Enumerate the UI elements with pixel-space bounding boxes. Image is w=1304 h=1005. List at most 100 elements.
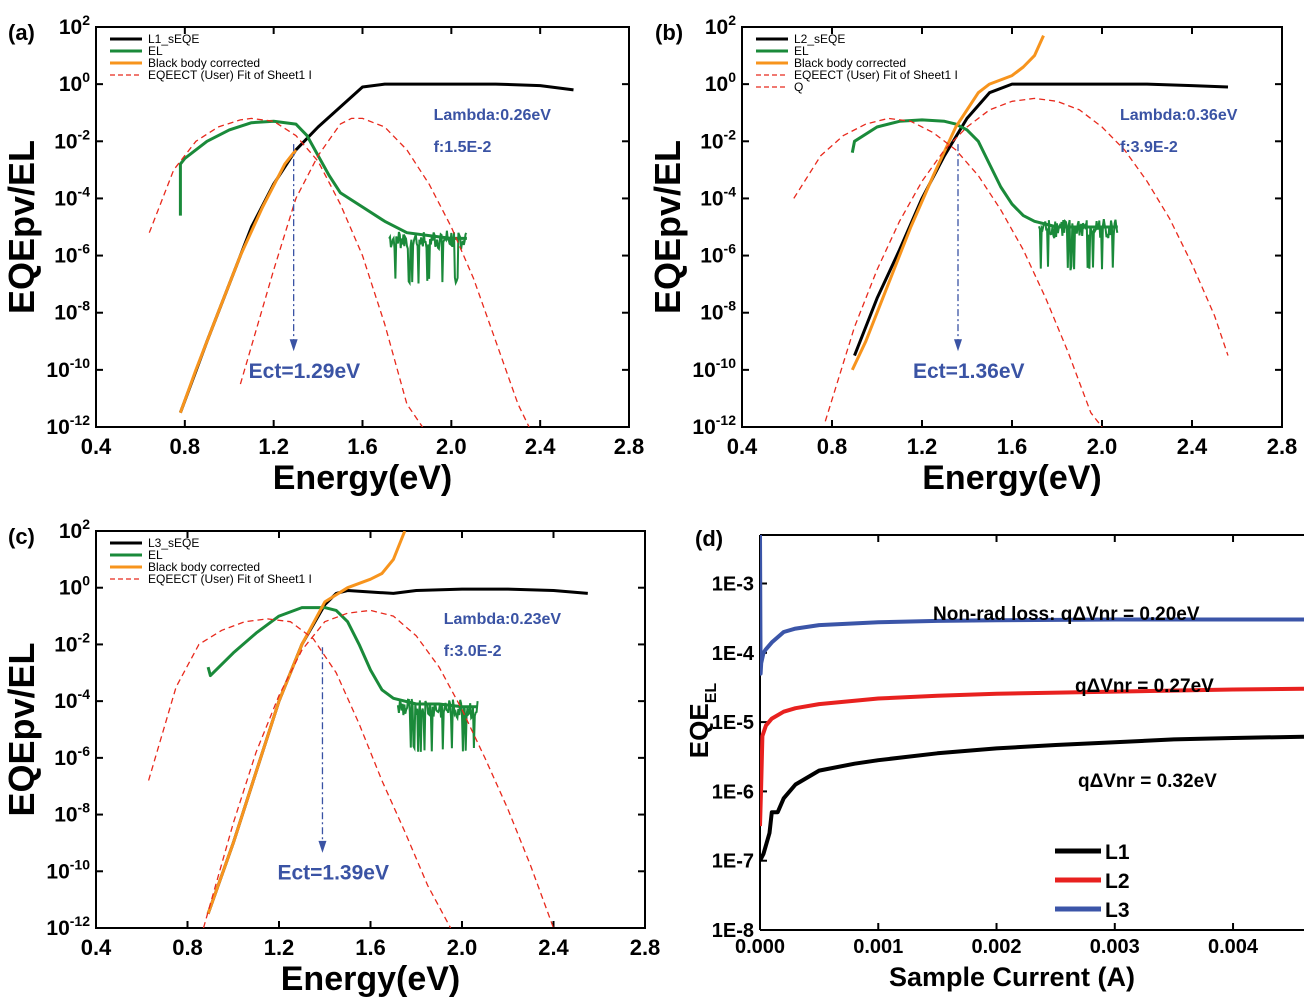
- y-tick-label: 10-2: [54, 629, 90, 656]
- ect-arrow-head: [318, 840, 327, 853]
- legend-label: L2_sEQE: [794, 32, 845, 46]
- y-tick-label: 1E-4: [712, 643, 755, 665]
- x-tick-label: 2.4: [1177, 434, 1208, 459]
- y-axis-label: EQEpv/EL: [1, 642, 42, 816]
- legend-label: L1: [1105, 841, 1130, 864]
- y-tick-label: 10-2: [54, 126, 90, 153]
- y-tick-label: 10-8: [700, 298, 736, 325]
- y-tick-label: 1E-3: [712, 574, 754, 596]
- y-tick-label: 10-12: [692, 412, 736, 439]
- series-group: [793, 34, 1229, 427]
- series-line-eqeect-user-fit-of-sheet1-i: [147, 618, 452, 928]
- y-tick-label: 10-10: [46, 856, 90, 883]
- y-tick-label: 100: [705, 69, 736, 96]
- y-tick-label: 10-8: [54, 298, 90, 325]
- series-line-el: [850, 118, 1118, 229]
- x-tick-label: 2.4: [525, 434, 556, 459]
- lambda-annotation: Lambda:0.23eV: [444, 611, 562, 628]
- f-annotation: f:1.5E-2: [434, 139, 492, 156]
- x-axis-label: Energy(eV): [922, 459, 1102, 497]
- legend-label: Black body corrected: [148, 560, 260, 574]
- x-tick-label: 2.8: [1267, 434, 1298, 459]
- y-tick-label: 10-10: [692, 355, 736, 382]
- x-axis-label: Energy(eV): [273, 459, 453, 497]
- y-tick-label: 10-6: [54, 743, 90, 770]
- series-line-black-body-corrected: [206, 531, 407, 915]
- panel-label: (a): [8, 20, 35, 45]
- legend-label: EL: [148, 548, 163, 562]
- ect-annotation: Ect=1.29eV: [249, 360, 361, 383]
- x-axis-label: Sample Current (A): [889, 962, 1135, 992]
- ect-arrow-head: [954, 339, 962, 352]
- legend-label: L1_sEQE: [148, 32, 199, 46]
- y-tick-label: 10-12: [46, 412, 90, 439]
- series-line-l1-seqe: [178, 82, 574, 414]
- series-line-eqeect-user-fit-of-sheet1-i: [202, 609, 555, 928]
- x-tick-label: 0.8: [170, 434, 201, 459]
- el-noise: [1038, 218, 1119, 271]
- y-tick-label: 1E-5: [712, 712, 754, 734]
- y-tick-label: 1E-8: [712, 920, 754, 942]
- x-tick-label: 0.4: [727, 434, 758, 459]
- y-tick-label: 10-10: [46, 355, 90, 382]
- x-tick-label: 1.6: [997, 434, 1028, 459]
- series-line-l2: [760, 686, 1304, 827]
- series-group: [147, 531, 588, 928]
- series-line-black-body-corrected: [850, 34, 1045, 371]
- x-tick-label: 1.2: [264, 935, 295, 960]
- legend-label: EL: [148, 44, 163, 58]
- panel-c: 0.4 0.8 1.2 1.6 2.0 2.4 2.8 102 100 10-2 10-4 10-6 1…: [1, 516, 660, 998]
- y-axis-label: EQEpv/EL: [1, 140, 42, 314]
- y-tick-label: 100: [59, 573, 90, 600]
- x-tick-label: 0.8: [172, 935, 203, 960]
- x-tick-label: 0.8: [817, 434, 848, 459]
- y-tick-label: 100: [59, 69, 90, 96]
- y-tick-label: 10-4: [54, 183, 90, 210]
- y-tick-label: 10-6: [700, 241, 736, 268]
- x-tick-label: 1.6: [347, 434, 378, 459]
- series-line-el: [178, 119, 467, 240]
- x-tick-label: 0.003: [1090, 936, 1140, 958]
- legend-label: EQEECT (User) Fit of Sheet1 I: [148, 68, 312, 82]
- y-tick-label: 102: [705, 12, 736, 39]
- y-tick-label: 10-2: [700, 126, 736, 153]
- series-line-eqeect-user-fit-of-sheet1-i: [793, 117, 1103, 427]
- series-line-eqeect-user-fit-of-sheet1-i: [148, 117, 424, 427]
- y-tick-label: 1E-6: [712, 781, 754, 803]
- panel-a: 0.4 0.8 1.2 1.6 2.0 2.4 2.8 102 100 10-2 10-4 10-6 1…: [1, 12, 644, 497]
- y-tick-label: 10-12: [46, 913, 90, 940]
- y-tick-label: 10-4: [54, 686, 90, 713]
- legend-label: EQEECT (User) Fit of Sheet1 I: [794, 68, 958, 82]
- y-tick-label: 1E-7: [712, 851, 754, 873]
- x-tick-label: 0.001: [853, 936, 903, 958]
- lambda-annotation: Lambda:0.36eV: [1120, 107, 1238, 124]
- x-axis-label: Energy(eV): [281, 960, 461, 998]
- panel-label: (b): [655, 20, 683, 45]
- legend-label: EQEECT (User) Fit of Sheet1 I: [148, 572, 312, 586]
- qdvnr-l2-annotation: qΔVnr = 0.27eV: [1075, 676, 1214, 697]
- legend-label: L2: [1105, 870, 1130, 893]
- legend-label: L3: [1105, 899, 1130, 922]
- panel-b: 0.4 0.8 1.2 1.6 2.0 2.4 2.8 102 100 10-2 10-4 10-6 1…: [647, 12, 1297, 497]
- series-line-l2-seqe: [853, 82, 1229, 357]
- y-tick-label: 10-6: [54, 241, 90, 268]
- x-tick-label: 2.8: [614, 434, 645, 459]
- legend-label: Black body corrected: [794, 56, 906, 70]
- x-tick-label: 2.0: [447, 935, 478, 960]
- x-tick-label: 0.004: [1208, 936, 1259, 958]
- panel-label: (d): [695, 526, 723, 551]
- y-tick-label: 10-8: [54, 800, 90, 827]
- legend-label: Q: [794, 80, 803, 94]
- y-axis-label: EQEpv/EL: [647, 140, 688, 314]
- series-line-q: [824, 97, 1229, 422]
- series-line-black-body-corrected: [178, 148, 298, 414]
- series-group: [760, 535, 1304, 862]
- legend-label: L3_sEQE: [148, 536, 199, 550]
- legend-label: Black body corrected: [148, 56, 260, 70]
- x-tick-label: 0.4: [81, 935, 112, 960]
- x-tick-label: 1.2: [907, 434, 938, 459]
- x-tick-label: 0.4: [81, 434, 112, 459]
- x-tick-label: 2.0: [436, 434, 467, 459]
- x-tick-label: 1.2: [258, 434, 289, 459]
